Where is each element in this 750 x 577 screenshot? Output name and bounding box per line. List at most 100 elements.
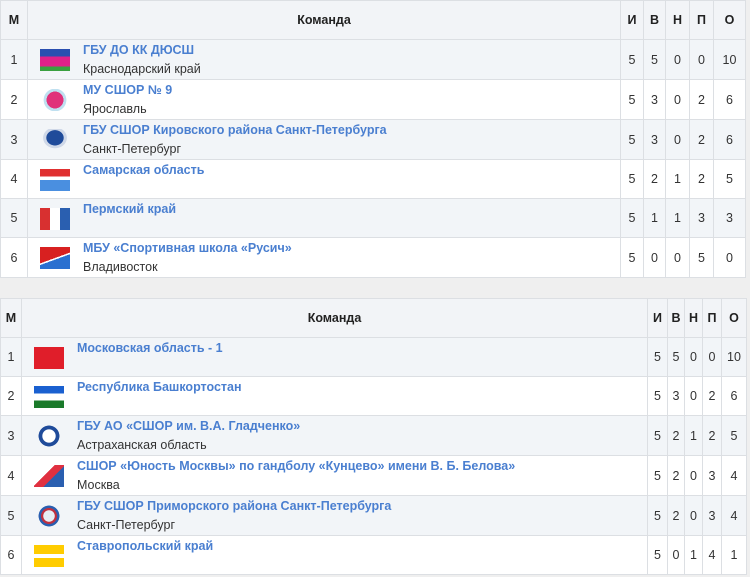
points-cell: 10 bbox=[713, 39, 746, 80]
games-cell: 5 bbox=[620, 119, 644, 160]
col-losses[interactable]: П bbox=[689, 0, 714, 40]
place-cell: 4 bbox=[0, 159, 28, 199]
points-cell: 4 bbox=[721, 455, 747, 496]
points-cell: 10 bbox=[721, 337, 747, 377]
points-cell: 1 bbox=[721, 535, 747, 575]
draws-cell: 1 bbox=[665, 198, 690, 238]
table-header: М Команда И В Н П О bbox=[0, 0, 746, 40]
col-wins[interactable]: В bbox=[643, 0, 666, 40]
place-cell: 4 bbox=[0, 455, 22, 496]
games-cell: 5 bbox=[620, 237, 644, 278]
table-row: 1 ГБУ ДО КК ДЮСШ Краснодарский край 5 5 … bbox=[0, 39, 746, 80]
team-cell: ГБУ СШОР Приморского района Санкт-Петерб… bbox=[21, 495, 648, 536]
col-wins[interactable]: В bbox=[667, 298, 685, 338]
team-link[interactable]: ГБУ ДО КК ДЮСШ bbox=[83, 43, 195, 57]
samara-flag-icon bbox=[40, 169, 70, 191]
kirovsky-emblem-icon bbox=[40, 129, 70, 151]
col-team[interactable]: Команда bbox=[21, 298, 648, 338]
col-place[interactable]: М bbox=[0, 0, 28, 40]
place-cell: 2 bbox=[0, 376, 22, 416]
col-games[interactable]: И bbox=[620, 0, 644, 40]
col-points[interactable]: О bbox=[721, 298, 747, 338]
wins-cell: 2 bbox=[667, 415, 685, 456]
team-link[interactable]: ГБУ СШОР Приморского района Санкт-Петерб… bbox=[77, 499, 392, 513]
wins-cell: 0 bbox=[667, 535, 685, 575]
stavropol-flag-icon bbox=[34, 545, 64, 567]
games-cell: 5 bbox=[647, 535, 668, 575]
team-city: Санкт-Петербург bbox=[77, 518, 176, 532]
games-cell: 5 bbox=[647, 337, 668, 377]
col-draws[interactable]: Н bbox=[684, 298, 703, 338]
losses-cell: 2 bbox=[689, 159, 714, 199]
points-cell: 5 bbox=[721, 415, 747, 456]
team-link[interactable]: ГБУ СШОР Кировского района Санкт-Петербу… bbox=[83, 123, 387, 137]
table-row: 4 СШОР «Юность Москвы» по гандболу «Кунц… bbox=[0, 455, 747, 496]
team-link[interactable]: ГБУ АО «СШОР им. В.А. Гладченко» bbox=[77, 419, 301, 433]
table-row: 2 МУ СШОР № 9 Ярославль 5 3 0 2 6 bbox=[0, 79, 746, 120]
team-link[interactable]: МУ СШОР № 9 bbox=[83, 83, 173, 97]
draws-cell: 0 bbox=[684, 495, 703, 536]
team-link[interactable]: Самарская область bbox=[83, 163, 205, 177]
place-cell: 6 bbox=[0, 237, 28, 278]
games-cell: 5 bbox=[647, 415, 668, 456]
team-cell: ГБУ АО «СШОР им. В.А. Гладченко» Астраха… bbox=[21, 415, 648, 456]
wins-cell: 1 bbox=[643, 198, 666, 238]
games-cell: 5 bbox=[647, 455, 668, 496]
primorsky-emblem-icon bbox=[34, 505, 64, 527]
losses-cell: 3 bbox=[689, 198, 714, 238]
games-cell: 5 bbox=[647, 376, 668, 416]
draws-cell: 1 bbox=[665, 159, 690, 199]
col-losses[interactable]: П bbox=[702, 298, 722, 338]
place-cell: 3 bbox=[0, 119, 28, 160]
team-link[interactable]: МБУ «Спортивная школа «Русич» bbox=[83, 241, 292, 255]
col-place[interactable]: М bbox=[0, 298, 22, 338]
place-cell: 5 bbox=[0, 495, 22, 536]
yunost-moskvy-emblem-icon bbox=[34, 465, 64, 487]
team-cell: МБУ «Спортивная школа «Русич» Владивосто… bbox=[27, 237, 621, 278]
col-games[interactable]: И bbox=[647, 298, 668, 338]
draws-cell: 0 bbox=[665, 39, 690, 80]
table-row: 1 Московская область - 1 5 5 0 0 10 bbox=[0, 337, 747, 377]
moscow-oblast-flag-icon bbox=[34, 347, 64, 369]
wins-cell: 5 bbox=[667, 337, 685, 377]
col-draws[interactable]: Н bbox=[665, 0, 690, 40]
team-link[interactable]: Республика Башкортостан bbox=[77, 380, 242, 394]
team-city: Астраханская область bbox=[77, 438, 207, 452]
team-cell: Республика Башкортостан bbox=[21, 376, 648, 416]
team-link[interactable]: Пермский край bbox=[83, 202, 177, 216]
wins-cell: 3 bbox=[667, 376, 685, 416]
losses-cell: 2 bbox=[702, 415, 722, 456]
games-cell: 5 bbox=[620, 39, 644, 80]
draws-cell: 1 bbox=[684, 535, 703, 575]
wins-cell: 3 bbox=[643, 119, 666, 160]
wins-cell: 5 bbox=[643, 39, 666, 80]
losses-cell: 3 bbox=[702, 455, 722, 496]
wins-cell: 2 bbox=[667, 455, 685, 496]
team-cell: МУ СШОР № 9 Ярославль bbox=[27, 79, 621, 120]
table-row: 5 Пермский край 5 1 1 3 3 bbox=[0, 198, 746, 238]
team-cell: ГБУ ДО КК ДЮСШ Краснодарский край bbox=[27, 39, 621, 80]
draws-cell: 1 bbox=[684, 415, 703, 456]
points-cell: 6 bbox=[721, 376, 747, 416]
points-cell: 6 bbox=[713, 79, 746, 120]
losses-cell: 2 bbox=[689, 79, 714, 120]
games-cell: 5 bbox=[620, 159, 644, 199]
team-link[interactable]: Московская область - 1 bbox=[77, 341, 223, 355]
standings-table-2: М Команда И В Н П О 1 Московская область… bbox=[0, 298, 747, 575]
place-cell: 1 bbox=[0, 39, 28, 80]
draws-cell: 0 bbox=[665, 79, 690, 120]
gladchenko-emblem-icon bbox=[34, 425, 64, 447]
team-cell: Ставропольский край bbox=[21, 535, 648, 575]
team-link[interactable]: СШОР «Юность Москвы» по гандболу «Кунцев… bbox=[77, 459, 516, 473]
vladivostok-flag-icon bbox=[40, 247, 70, 269]
col-points[interactable]: О bbox=[713, 0, 746, 40]
bashkortostan-flag-icon bbox=[34, 386, 64, 408]
wins-cell: 2 bbox=[643, 159, 666, 199]
games-cell: 5 bbox=[620, 198, 644, 238]
team-cell: Пермский край bbox=[27, 198, 621, 238]
points-cell: 5 bbox=[713, 159, 746, 199]
team-cell: СШОР «Юность Москвы» по гандболу «Кунцев… bbox=[21, 455, 648, 496]
team-cell: Московская область - 1 bbox=[21, 337, 648, 377]
team-link[interactable]: Ставропольский край bbox=[77, 539, 214, 553]
col-team[interactable]: Команда bbox=[27, 0, 621, 40]
